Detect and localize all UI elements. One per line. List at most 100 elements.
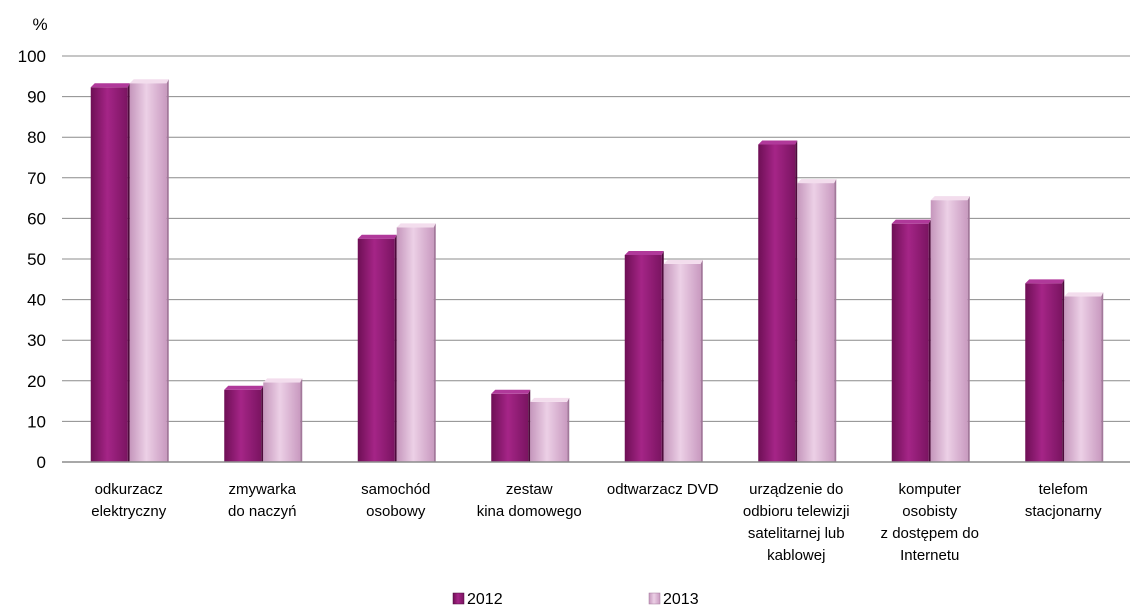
category-label: urządzenie do [749, 481, 843, 498]
bar-2013 [930, 196, 970, 462]
bar-2013 [129, 79, 169, 463]
bar-2012 [224, 385, 264, 462]
gridlines [62, 55, 1130, 463]
bar-top [624, 250, 664, 255]
bar-body [357, 238, 395, 462]
bar-body [624, 254, 662, 462]
bar-2013 [396, 223, 436, 462]
y-tick-label: 10 [27, 412, 46, 431]
bar-side [166, 79, 169, 463]
bar-side [261, 385, 264, 462]
category-label: zmywarka [228, 481, 296, 498]
category-label: osobisty [902, 503, 958, 520]
category-label: z dostępem do [881, 525, 979, 542]
bar-top [891, 219, 931, 224]
legend-swatch [648, 592, 661, 605]
bar-top [396, 223, 436, 228]
bar-side [433, 223, 436, 462]
bar-2012 [758, 140, 798, 462]
bar-body [263, 382, 301, 462]
bar-top [663, 259, 703, 264]
bar-body [90, 87, 128, 463]
category-label: odbioru telewizji [743, 503, 850, 520]
bar-top [930, 196, 970, 201]
bar-top [90, 83, 130, 88]
category-label: kablowej [767, 547, 825, 564]
y-tick-label: 50 [27, 250, 46, 269]
bar-side [1101, 292, 1104, 462]
bar-2013 [263, 378, 303, 462]
bar-body [797, 183, 835, 462]
bar-2012 [891, 219, 931, 462]
bar-body [1025, 283, 1063, 462]
y-tick-label: 100 [18, 47, 46, 66]
bar-top [491, 389, 531, 394]
x-axis-categories: odkurzacz elektryczny zmywarka do naczyń sam… [91, 481, 1102, 564]
category-label: odtwarzacz DVD [607, 481, 719, 498]
category-label: stacjonarny [1025, 503, 1102, 520]
bar-top [530, 397, 570, 402]
bar-top [758, 140, 798, 145]
bars [62, 79, 1130, 463]
legend: 2012 2013 [452, 591, 699, 608]
bar-2012 [624, 250, 664, 462]
bar-side [300, 378, 303, 462]
y-tick-label: 0 [37, 453, 46, 472]
y-tick-label: 60 [27, 209, 46, 228]
bar-side [700, 259, 703, 462]
bar-top [224, 385, 264, 390]
bar-body [396, 227, 434, 462]
category-label: odkurzacz [95, 481, 163, 498]
bar-2012 [1025, 279, 1065, 462]
bar-top [797, 179, 837, 184]
bar-top [263, 378, 303, 383]
bar-side [528, 389, 531, 462]
legend-swatch [452, 592, 465, 605]
bar-side [834, 179, 837, 462]
category-label: samochód [361, 481, 430, 498]
bar-body [930, 200, 968, 462]
category-label: elektryczny [91, 503, 167, 520]
bar-body [758, 144, 796, 462]
category-label: satelitarnej lub [748, 525, 845, 542]
y-tick-label: 80 [27, 128, 46, 147]
bar-2013 [663, 259, 703, 462]
category-label: Internetu [900, 547, 959, 564]
bar-body [1064, 296, 1102, 462]
bar-2013 [530, 397, 570, 462]
bar-body [891, 223, 929, 462]
y-tick-label: 20 [27, 372, 46, 391]
bar-top [357, 234, 397, 239]
bar-2013 [1064, 292, 1104, 462]
y-tick-label: 30 [27, 331, 46, 350]
category-label: komputer [898, 481, 961, 498]
category-label: kina domowego [477, 503, 582, 520]
bar-top [1025, 279, 1065, 284]
category-label: zestaw [506, 481, 553, 498]
y-tick-label: 70 [27, 169, 46, 188]
bar-top [129, 79, 169, 84]
bar-side [127, 83, 130, 463]
y-axis-label: % [32, 15, 47, 34]
bar-body [491, 393, 529, 462]
y-axis: 0 10 20 30 40 50 60 70 80 90 100 [18, 47, 46, 472]
bar-body [663, 263, 701, 462]
bar-side [967, 196, 970, 462]
bar-side [394, 234, 397, 462]
y-tick-label: 40 [27, 291, 46, 310]
bar-2012 [357, 234, 397, 462]
bar-2012 [491, 389, 531, 462]
bar-2013 [797, 179, 837, 462]
bar-body [530, 401, 568, 462]
y-tick-label: 90 [27, 88, 46, 107]
bar-side [567, 397, 570, 462]
bar-side [795, 140, 798, 462]
bar-top [1064, 292, 1104, 297]
bar-body [224, 389, 262, 462]
legend-label: 2012 [467, 591, 503, 608]
bar-side [1062, 279, 1065, 462]
bar-2012 [90, 83, 130, 463]
bar-side [661, 250, 664, 462]
bar-side [928, 219, 931, 462]
